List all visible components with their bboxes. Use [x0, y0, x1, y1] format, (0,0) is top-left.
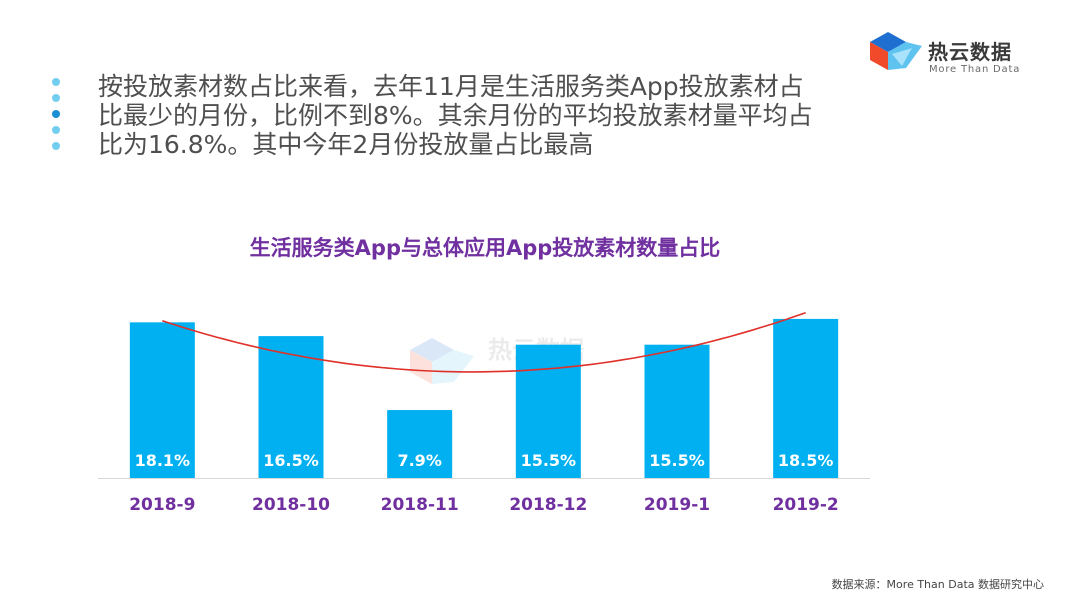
bar: [644, 344, 710, 478]
x-axis: 2018-9 2018-10 2018-11 2018-12 2019-1 2019-2: [98, 478, 870, 515]
brand-name: 热云数据: [928, 40, 1012, 64]
x-tick-label: 2019-2: [773, 495, 839, 515]
data-label: 16.5%: [263, 451, 319, 470]
data-label: 15.5%: [649, 451, 705, 470]
watermark-shape: [410, 350, 432, 384]
bullet-dot: [52, 94, 60, 102]
data-source-note: 数据来源：More Than Data 数据研究中心: [831, 578, 1044, 591]
x-tick-label: 2018-12: [509, 495, 587, 515]
hexagon-cube-logo-icon: [870, 32, 922, 70]
trendline-curve: [162, 311, 806, 373]
bullet-dot: [52, 110, 60, 118]
summary-text: 按投放素材数占比来看，去年11月是生活服务类App投放素材占比最少的月份，比例不…: [98, 72, 813, 159]
x-tick-label: 2018-9: [129, 495, 195, 515]
brand-logo: 热云数据 More Than Data: [866, 28, 1046, 84]
bar: [129, 322, 195, 478]
chart-title: 生活服务类App与总体应用App投放素材数量占比: [249, 236, 721, 260]
data-label: 18.1%: [135, 451, 191, 470]
trendline: [162, 311, 806, 373]
x-tick-label: 2019-1: [644, 495, 710, 515]
bar-series: 18.1% 16.5% 7.9% 15.5% 15.5% 18.5%: [129, 318, 839, 478]
brand-tagline: More Than Data: [929, 64, 1021, 75]
x-tick-label: 2018-10: [252, 495, 330, 515]
bullet-dot: [52, 126, 60, 134]
watermark-shape: [432, 350, 474, 384]
watermark-shape: [410, 338, 454, 362]
data-label: 7.9%: [397, 451, 441, 470]
bullet-dot: [52, 142, 60, 150]
bar: [387, 410, 453, 478]
bar: [258, 336, 324, 478]
data-label: 15.5%: [521, 451, 577, 470]
bullet-dot: [52, 78, 60, 86]
bullet-dots: [52, 78, 64, 158]
data-label: 18.5%: [778, 451, 834, 470]
bar: [773, 318, 839, 478]
x-tick-label: 2018-11: [381, 495, 459, 515]
